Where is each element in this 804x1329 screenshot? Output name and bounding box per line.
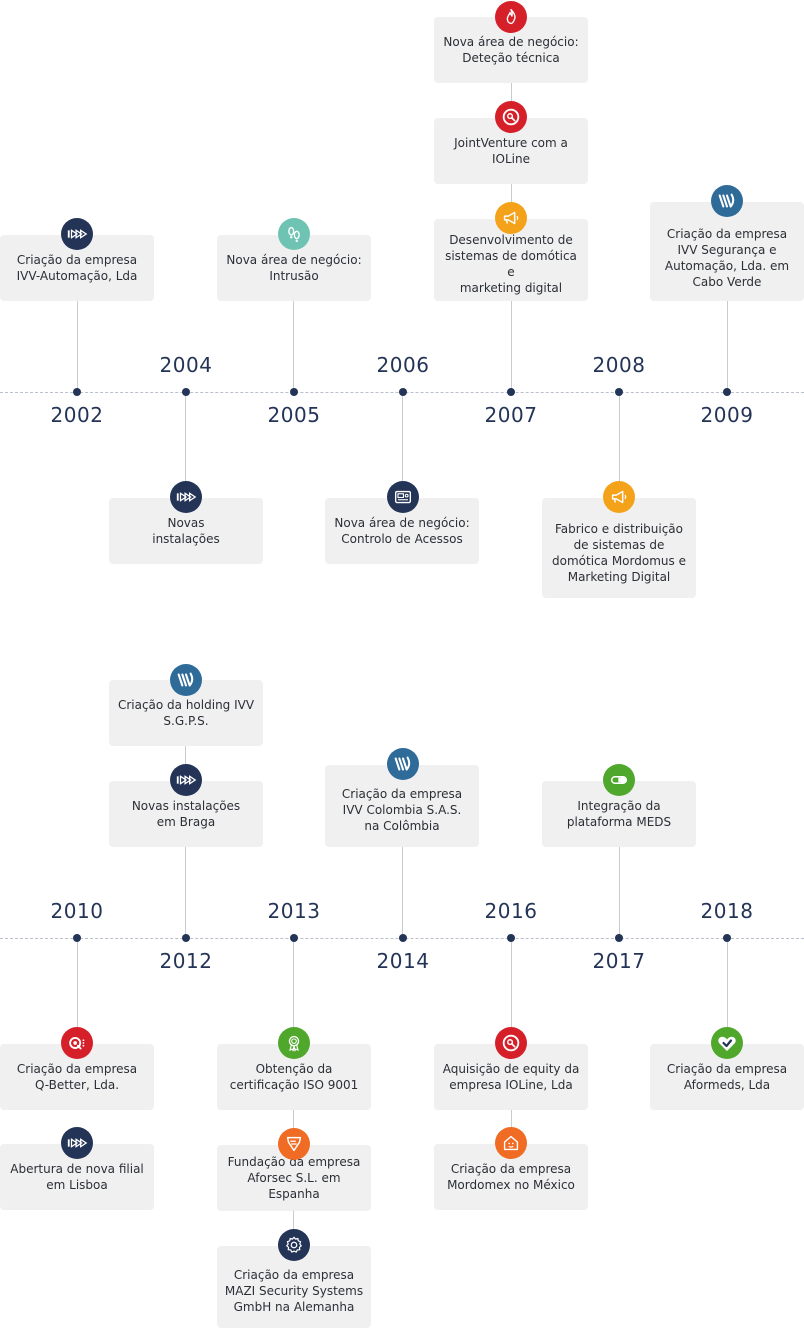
event-text: Nova área de negócio: Controlo de Acesso…	[334, 516, 470, 546]
event-card-2002: Criação da empresa IVV-Automação, Lda	[0, 235, 154, 301]
timeline-dot-2012	[182, 934, 190, 942]
year-label-2002: 2002	[50, 403, 104, 427]
flame-icon	[495, 1, 527, 33]
year-label-2010: 2010	[50, 899, 104, 923]
event-card-2006: Nova área de negócio: Controlo de Acesso…	[325, 498, 479, 564]
year-label-2016: 2016	[484, 899, 538, 923]
connector-2005	[293, 300, 294, 392]
event-text: Fabrico e distribuição de sistemas de do…	[552, 522, 686, 584]
timeline-dot-2002	[73, 388, 81, 396]
event-text: Novas instalações em Braga	[131, 799, 241, 829]
aforsec-shield-icon	[278, 1128, 310, 1160]
timeline-dot-2010	[73, 934, 81, 942]
gear-icon	[278, 1229, 310, 1261]
timeline-dot-2005	[290, 388, 298, 396]
year-label-2005: 2005	[267, 403, 321, 427]
ivv-w-logo-icon	[711, 185, 743, 217]
event-text: Criação da empresa MAZI Security Systems…	[224, 1268, 364, 1314]
aformeds-heart-icon	[711, 1027, 743, 1059]
pill-icon	[603, 764, 635, 796]
timeline-dot-2018	[723, 934, 731, 942]
event-text: Criação da empresa Mordomex no México	[447, 1162, 575, 1192]
event-text: Aquisição de equity da empresa IOLine, L…	[442, 1062, 580, 1092]
connector-2006	[402, 392, 403, 498]
year-label-2017: 2017	[592, 949, 646, 973]
event-text: Obtenção da certificação ISO 9001	[229, 1062, 359, 1092]
timeline-dot-2017	[615, 934, 623, 942]
event-card-2007-ioline: JointVenture com a IOLine	[434, 118, 588, 184]
event-text: Criação da empresa Aformeds, Lda	[666, 1062, 788, 1092]
timeline-dot-2013	[290, 934, 298, 942]
event-text: Criação da empresa IVV Segurança e Autom…	[664, 226, 790, 289]
event-text: Fundação da empresa Aforsec S.L. em Espa…	[227, 1155, 361, 1201]
mordomex-house-icon	[495, 1127, 527, 1159]
event-card-2009: Criação da empresa IVV Segurança e Autom…	[650, 202, 804, 301]
megaphone-icon	[603, 481, 635, 513]
event-card-2013-iso: Obtenção da certificação ISO 9001	[217, 1044, 371, 1110]
connector-2014	[402, 846, 403, 938]
qbetter-logo-icon	[61, 1027, 93, 1059]
year-label-2007: 2007	[484, 403, 538, 427]
timeline-dot-2014	[399, 934, 407, 942]
timeline-dot-2004	[182, 388, 190, 396]
ivv-arrows-icon	[61, 1127, 93, 1159]
timeline-dot-2007	[507, 388, 515, 396]
timeline-dot-2008	[615, 388, 623, 396]
ivv-arrows-icon	[61, 218, 93, 250]
connector-2018	[727, 938, 728, 1044]
event-text: Criação da empresa IVV Colombia S.A.S. n…	[341, 787, 463, 833]
event-card-2014: Criação da empresa IVV Colombia S.A.S. n…	[325, 765, 479, 847]
timeline-dot-2009	[723, 388, 731, 396]
timeline-dot-2006	[399, 388, 407, 396]
connector-2004	[185, 392, 186, 498]
year-label-2013: 2013	[267, 899, 321, 923]
connector-2009	[727, 300, 728, 392]
event-card-2005: Nova área de negócio: Intrusão	[217, 235, 371, 301]
footprints-icon	[278, 218, 310, 250]
event-text: Abertura de nova filial em Lisboa	[10, 1162, 144, 1192]
event-text: Novas instalações	[152, 516, 220, 546]
event-text: Criação da empresa IVV-Automação, Lda	[16, 253, 138, 283]
event-text: Nova área de negócio: Intrusão	[226, 253, 362, 283]
year-label-2009: 2009	[700, 403, 754, 427]
ivv-w-logo-icon	[387, 748, 419, 780]
event-text: Criação da empresa Q-Better, Lda.	[16, 1062, 138, 1092]
year-label-2008: 2008	[592, 353, 646, 377]
ivv-arrows-icon	[170, 764, 202, 796]
event-text: Nova área de negócio: Deteção técnica	[443, 35, 579, 65]
connector-2008	[619, 392, 620, 498]
ivv-w-logo-icon	[170, 664, 202, 696]
year-label-2018: 2018	[700, 899, 754, 923]
year-label-2006: 2006	[376, 353, 430, 377]
connector-2002	[77, 300, 78, 392]
ivv-arrows-icon	[170, 481, 202, 513]
ioline-target-icon	[495, 1027, 527, 1059]
event-card-2008: Fabrico e distribuição de sistemas de do…	[542, 498, 696, 598]
megaphone-icon	[495, 202, 527, 234]
year-label-2004: 2004	[159, 353, 213, 377]
connector-2017	[619, 846, 620, 938]
award-ribbon-icon	[278, 1027, 310, 1059]
ioline-target-icon	[495, 101, 527, 133]
year-label-2014: 2014	[376, 949, 430, 973]
event-text: Integração da plataforma MEDS	[566, 799, 672, 829]
connector-2010	[77, 938, 78, 1044]
event-text: Criação da holding IVV S.G.P.S.	[117, 698, 255, 728]
year-label-2012: 2012	[159, 949, 213, 973]
event-card-2016-ioline: Aquisição de equity da empresa IOLine, L…	[434, 1044, 588, 1110]
access-control-panel-icon	[387, 481, 419, 513]
event-text: Desenvolvimento de sistemas de domótica …	[445, 233, 577, 295]
timeline-dot-2016	[507, 934, 515, 942]
event-text: JointVenture com a IOLine	[454, 136, 568, 166]
